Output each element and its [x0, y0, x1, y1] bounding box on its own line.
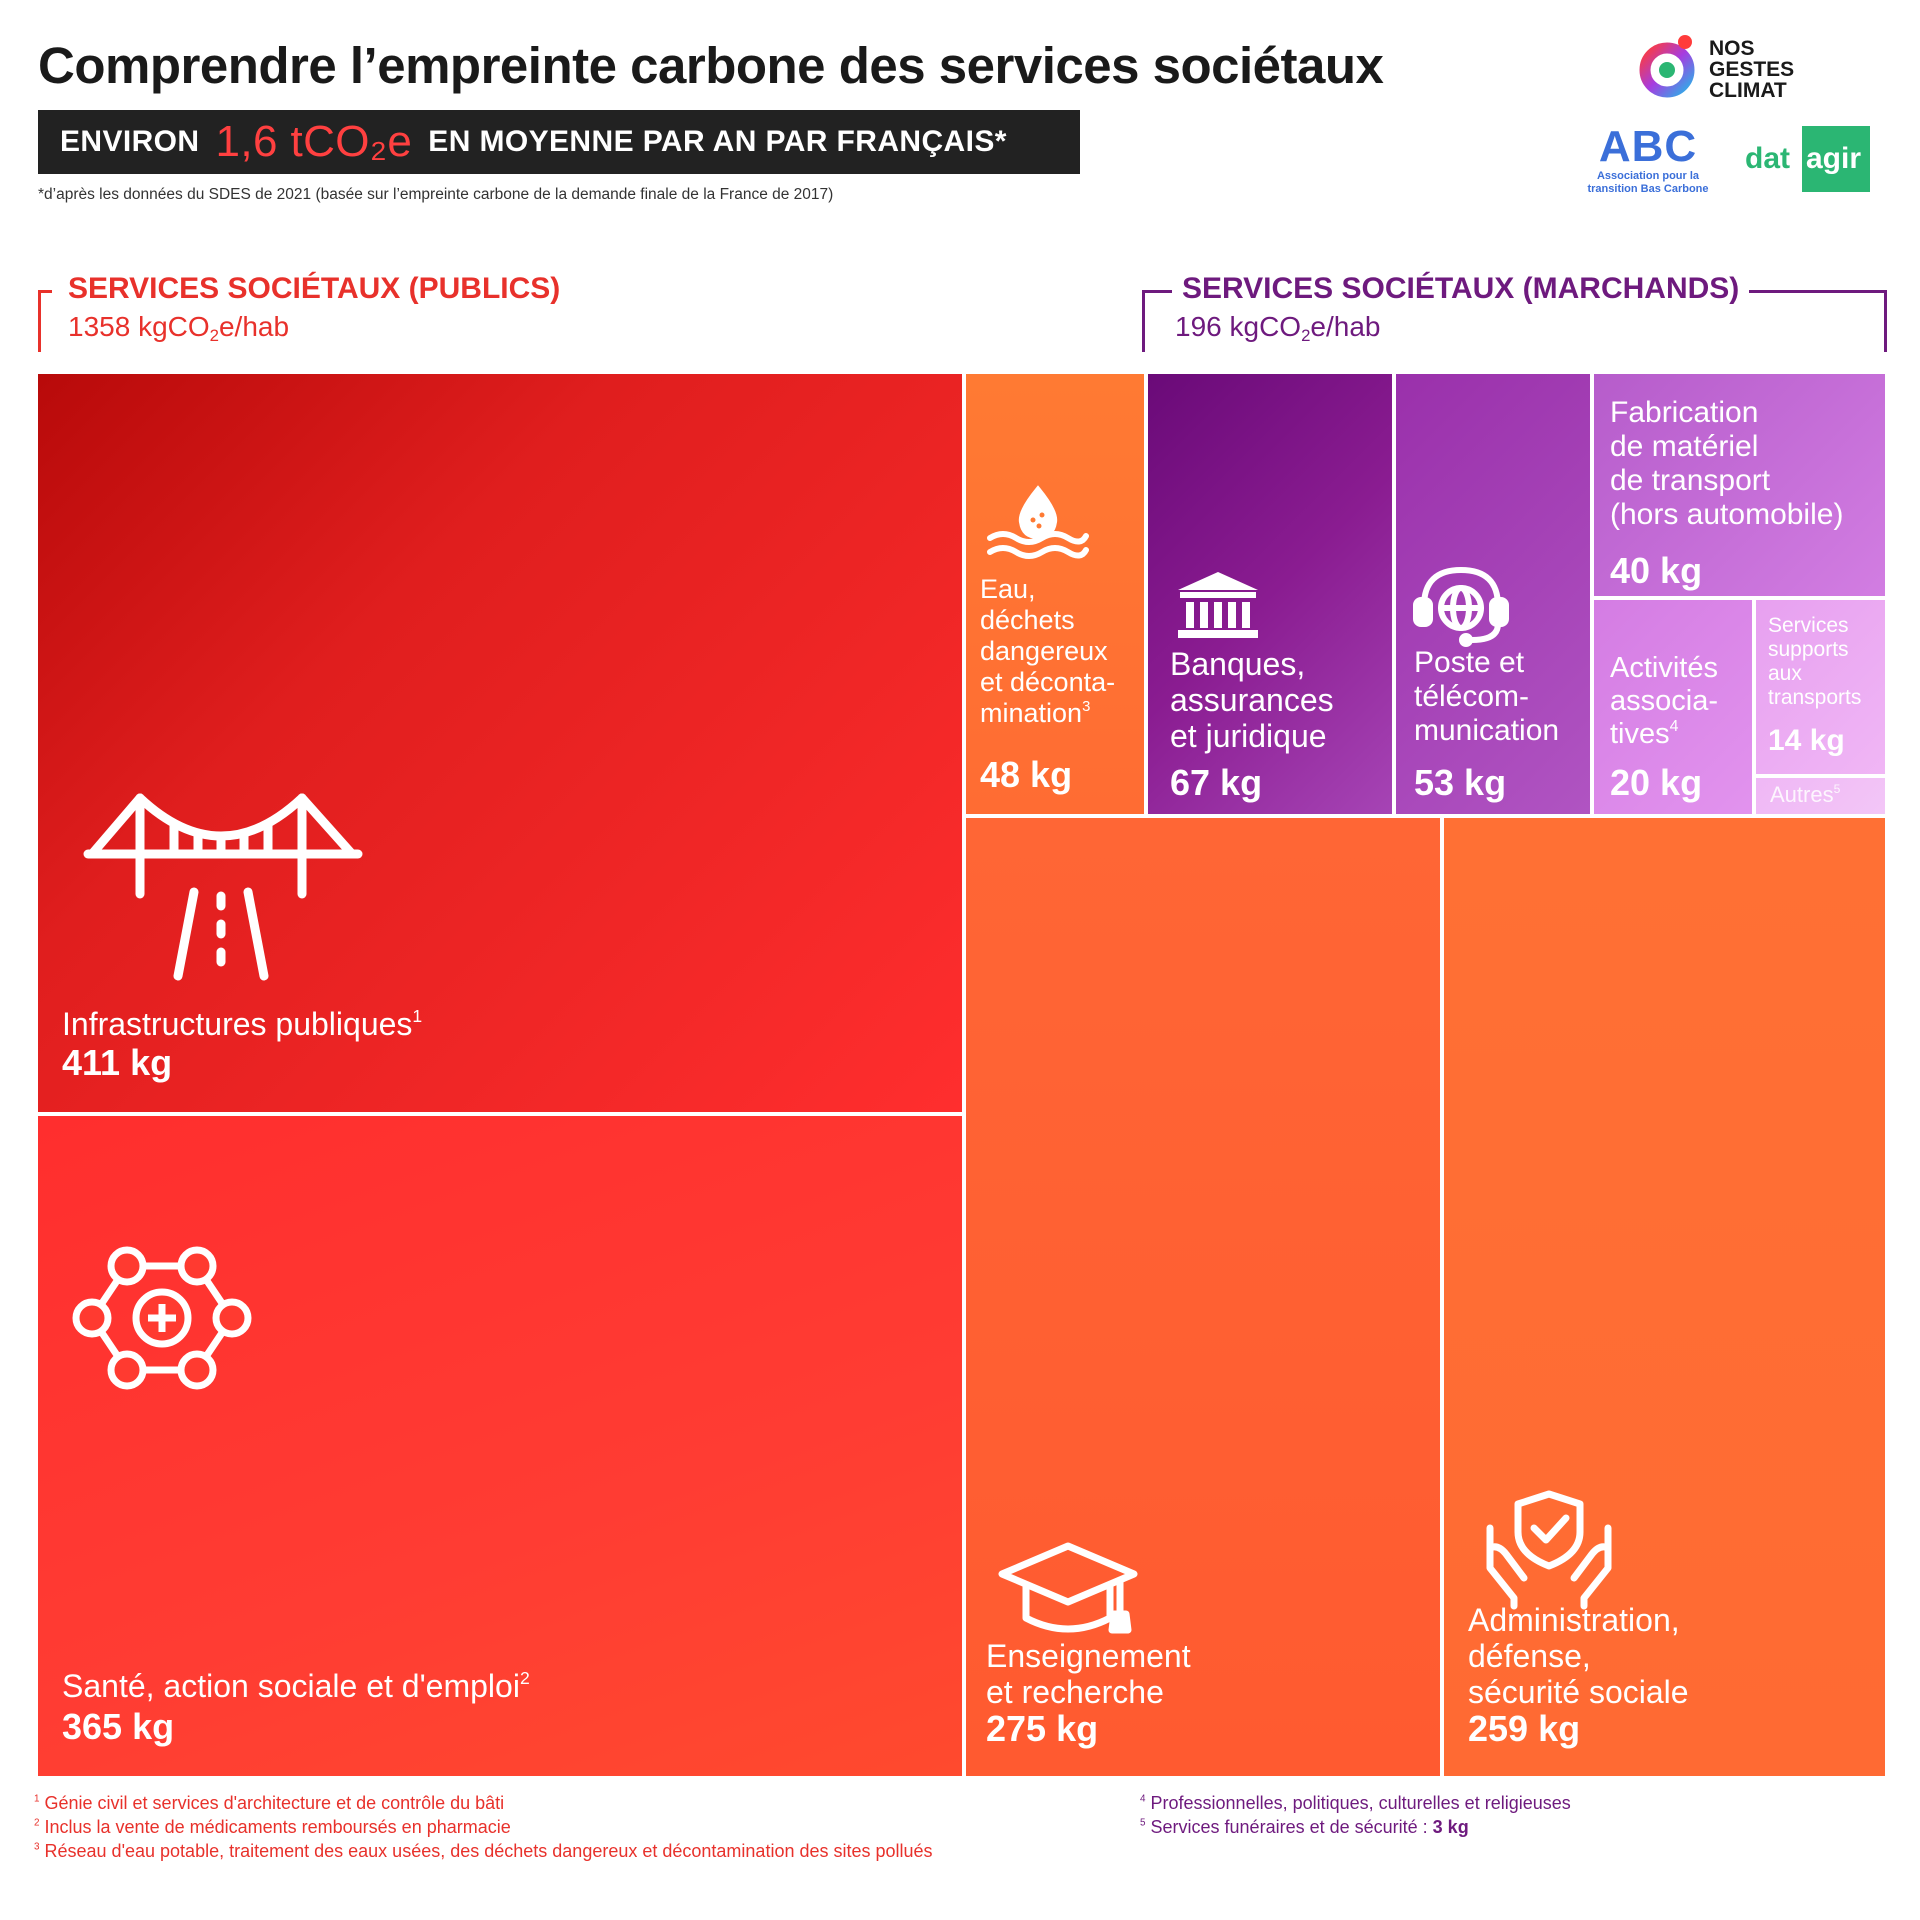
nos-gestes-climat-ring-icon — [1639, 35, 1695, 98]
tile-label: Services supports aux transports — [1768, 614, 1862, 709]
tile-label: Activités associa- tives4 — [1610, 652, 1718, 750]
market-group-total: 196 kgCO2e/hab — [1175, 311, 1381, 346]
tile-label: Santé, action sociale et d'emploi2 — [62, 1667, 530, 1704]
tile-services-supports-aux-transports: Services supports aux transports 14 kg — [1754, 598, 1887, 776]
footnote-3: 3 Réseau d'eau potable, traitement des e… — [34, 1841, 933, 1861]
public-bracket — [38, 290, 52, 352]
nos-gestes-climat-text: NOS GESTES CLIMAT — [1709, 37, 1795, 102]
footnote-1: 1 Génie civil et services d'architecture… — [34, 1793, 505, 1813]
tile-value: 20 kg — [1610, 762, 1703, 803]
tile-label: Fabrication de matériel de transport (ho… — [1610, 396, 1844, 531]
market-group-title: SERVICES SOCIÉTAUX (MARCHANDS) — [1172, 272, 1750, 306]
footnote-ref: 5 — [1833, 781, 1841, 796]
tile-label: Poste et télécom- munication — [1414, 646, 1560, 747]
public-group-total: 1358 kgCO2e/hab — [68, 311, 290, 346]
footnote-ref: 4 — [1669, 718, 1679, 736]
tile-enseignement-et-recherche: Enseignement et recherche 275 kg — [964, 816, 1442, 1778]
protected-hands-icon — [1486, 1490, 1612, 1610]
tile-sante-action-sociale-et-d-emploi: Santé, action sociale et d'emploi2 365 kg — [36, 1114, 964, 1778]
abc-logo: ABC Association pour la transition Bas C… — [1578, 124, 1718, 202]
tile-infrastructures-publiques: Infrastructures publiques1 411 kg — [36, 372, 964, 1114]
footnote-5: 5 Services funéraires et de sécurité : 3… — [1140, 1817, 1469, 1837]
tile-label: Enseignement et recherche — [986, 1638, 1191, 1710]
tile-value: 259 kg — [1468, 1708, 1581, 1749]
footnotes-right: 4 Professionnelles, politiques, culturel… — [1140, 1791, 1571, 1839]
tile-label: Administration, défense, sécurité social… — [1468, 1602, 1689, 1710]
footnote-4: 4 Professionnelles, politiques, culturel… — [1140, 1793, 1571, 1813]
tile-banques-assurances-et-juridique: Banques, assurances et juridique 67 kg — [1146, 372, 1394, 816]
bridge-road-icon — [83, 793, 363, 981]
health-network-icon — [72, 1246, 252, 1390]
headset-globe-icon — [1413, 566, 1509, 647]
tile-value: 40 kg — [1610, 550, 1703, 591]
banner-right: EN MOYENNE PAR AN PAR FRANÇAIS* — [428, 125, 1007, 158]
footnote-2: 2 Inclus la vente de médicaments rembour… — [34, 1817, 511, 1837]
tile-eau-dechets-dangereux-et-deconta-mination: Eau, déchets dangereux et déconta- minat… — [964, 372, 1146, 816]
tile-autres: Autres5 — [1754, 776, 1887, 816]
graduation-cap-icon — [998, 1542, 1138, 1634]
banner-highlight: 1,6 tCO₂e — [215, 117, 413, 166]
tile-label: Infrastructures publiques1 — [62, 1005, 423, 1042]
tile-value: 48 kg — [980, 754, 1073, 795]
tile-value: 53 kg — [1414, 762, 1507, 803]
tile-label: Banques, assurances et juridique — [1170, 646, 1334, 754]
summary-banner: ENVIRON 1,6 tCO₂e EN MOYENNE PAR AN PAR … — [38, 110, 1080, 174]
footnote-ref: 1 — [412, 1005, 423, 1026]
page-title: Comprendre l’empreinte carbone des servi… — [38, 37, 1384, 94]
tile-poste-et-telecom-munication: Poste et télécom- munication 53 kg — [1394, 372, 1592, 816]
tile-fabrication-de-materiel-de-transport-hors-automobile: Fabrication de matériel de transport (ho… — [1592, 372, 1887, 598]
tile-value: 411 kg — [62, 1042, 173, 1083]
tile-value: 67 kg — [1170, 762, 1263, 803]
tile-value: 275 kg — [986, 1708, 1099, 1749]
public-group-title: SERVICES SOCIÉTAUX (PUBLICS) — [68, 272, 561, 305]
nos-gestes-climat-logo: NOS GESTES CLIMAT — [1637, 30, 1827, 110]
footnotes-left: 1 Génie civil et services d'architecture… — [34, 1791, 933, 1863]
banner-left: ENVIRON — [60, 125, 200, 158]
tile-label: Autres5 — [1770, 781, 1841, 807]
source-note: *d’après les données du SDES de 2021 (ba… — [38, 186, 834, 203]
tile-administration-defense-securite-sociale: Administration, défense, sécurité social… — [1442, 816, 1887, 1778]
footnote-ref: 2 — [519, 1667, 530, 1688]
water-drop-icon — [987, 485, 1089, 559]
footnote-ref: 3 — [1082, 698, 1091, 715]
tile-value: 365 kg — [62, 1706, 175, 1747]
datagir-logo: dat agir — [1745, 126, 1870, 192]
abc-logo-text: ABC — [1598, 122, 1698, 171]
bank-icon — [1178, 572, 1258, 638]
tile-value: 14 kg — [1768, 724, 1845, 757]
tile-label: Eau, déchets dangereux et déconta- minat… — [980, 574, 1116, 728]
tile-activites-associa-tives: Activités associa- tives4 20 kg — [1592, 598, 1754, 816]
